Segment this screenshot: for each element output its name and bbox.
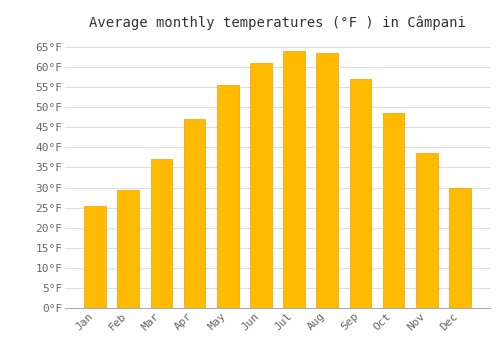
Bar [284, 51, 305, 308]
Bar [118, 190, 139, 308]
Bar [217, 85, 238, 308]
Bar [416, 153, 438, 308]
Bar [449, 188, 470, 308]
Bar [84, 206, 106, 308]
Bar [250, 63, 272, 308]
Bar [316, 53, 338, 308]
Bar [383, 113, 404, 308]
Bar [184, 119, 206, 308]
Bar [350, 79, 371, 308]
Title: Average monthly temperatures (°F ) in Câmpani: Average monthly temperatures (°F ) in Câ… [89, 15, 466, 30]
Bar [150, 160, 172, 308]
